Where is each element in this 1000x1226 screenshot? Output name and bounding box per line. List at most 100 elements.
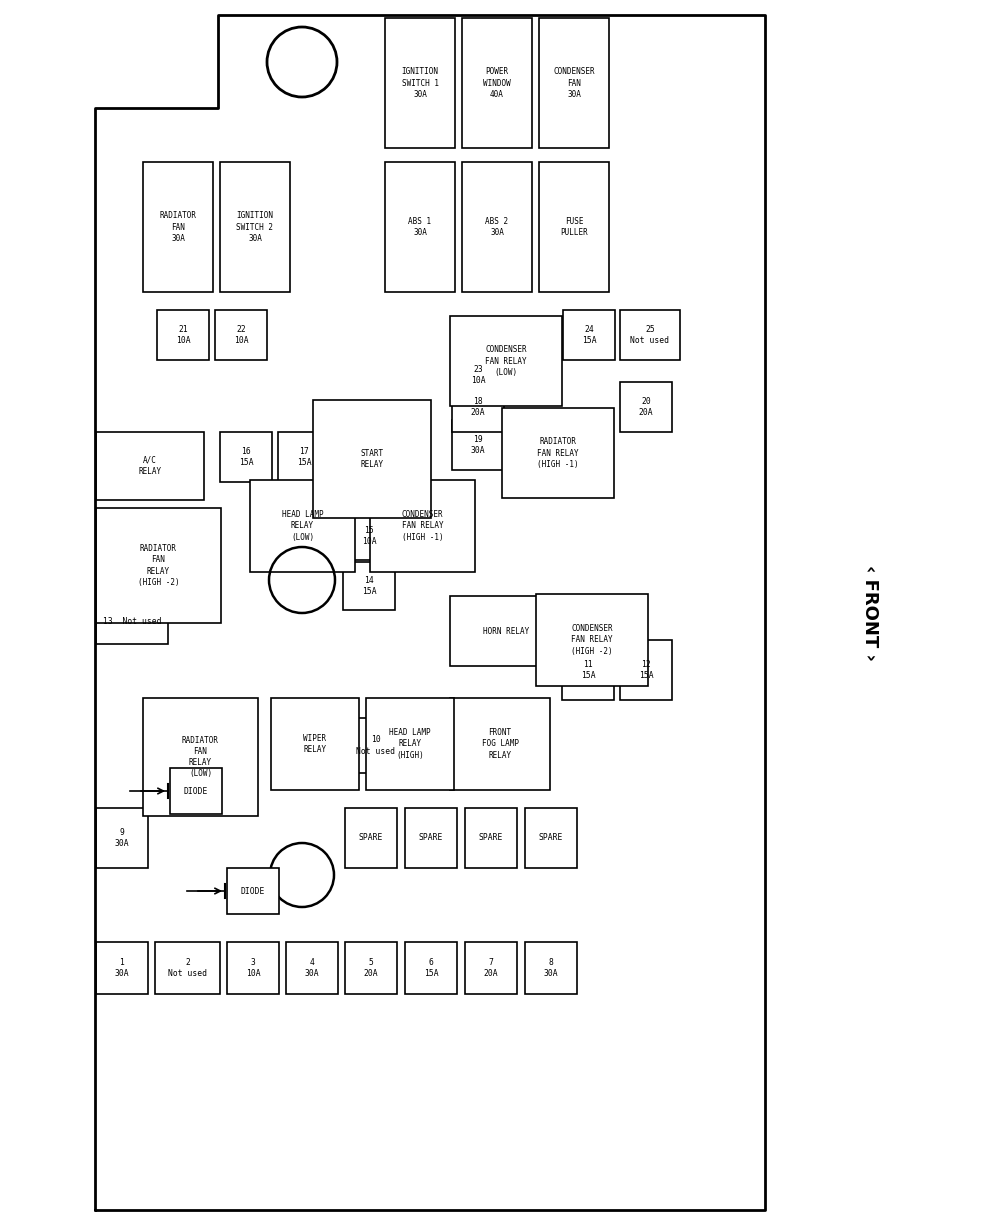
Bar	[96, 808, 148, 868]
Text: 1
30A: 1 30A	[115, 958, 129, 978]
Bar	[385, 162, 455, 292]
Text: START
RELAY: START RELAY	[360, 449, 384, 470]
Bar	[220, 432, 272, 482]
Bar	[96, 508, 221, 623]
Text: 25
Not used: 25 Not used	[631, 325, 670, 345]
Text: RADIATOR
FAN
RELAY
(HIGH -2): RADIATOR FAN RELAY (HIGH -2)	[138, 544, 179, 587]
Bar	[462, 162, 532, 292]
Text: 17
15A: 17 15A	[297, 447, 311, 467]
Bar	[539, 18, 609, 148]
Bar	[227, 868, 279, 915]
Text: 19
30A: 19 30A	[471, 435, 485, 455]
Text: 22
10A: 22 10A	[234, 325, 248, 345]
Text: 4
30A: 4 30A	[305, 958, 319, 978]
Text: A/C
RELAY: A/C RELAY	[138, 456, 162, 476]
Text: 2
Not used: 2 Not used	[168, 958, 207, 978]
Text: DIODE: DIODE	[241, 886, 265, 895]
Text: 20
20A: 20 20A	[639, 397, 653, 417]
Bar	[155, 942, 220, 994]
Bar	[450, 596, 562, 666]
Bar	[170, 767, 222, 814]
Bar	[313, 400, 431, 519]
Text: HORN RELAY: HORN RELAY	[483, 626, 529, 635]
Bar	[539, 162, 609, 292]
Text: 16
15A: 16 15A	[239, 447, 253, 467]
Bar	[452, 421, 504, 470]
Bar	[370, 481, 475, 573]
Text: 7
20A: 7 20A	[484, 958, 498, 978]
Text: ‹ FRONT ›: ‹ FRONT ›	[861, 565, 879, 661]
Text: 21
10A: 21 10A	[176, 325, 190, 345]
Text: RADIATOR
FAN
30A: RADIATOR FAN 30A	[160, 211, 196, 243]
Text: IGNITION
SWITCH 1
30A: IGNITION SWITCH 1 30A	[402, 67, 438, 98]
Text: RADIATOR
FAN RELAY
(HIGH -1): RADIATOR FAN RELAY (HIGH -1)	[537, 438, 579, 468]
Bar	[96, 432, 204, 500]
Bar	[405, 942, 457, 994]
Text: SPARE: SPARE	[359, 834, 383, 842]
Bar	[220, 162, 290, 292]
Text: ABS 2
30A: ABS 2 30A	[485, 217, 509, 237]
Text: WIPER
RELAY: WIPER RELAY	[303, 734, 327, 754]
Bar	[215, 310, 267, 360]
Bar	[452, 349, 504, 400]
Bar	[143, 698, 258, 817]
Text: HEAD LAMP
RELAY
(HIGH): HEAD LAMP RELAY (HIGH)	[389, 728, 431, 760]
Text: DIODE: DIODE	[184, 787, 208, 796]
Bar	[452, 383, 504, 432]
Bar	[366, 698, 454, 790]
Bar	[250, 481, 355, 573]
Bar	[405, 808, 457, 868]
Bar	[450, 316, 562, 406]
Bar	[343, 718, 408, 774]
Text: 11
15A: 11 15A	[581, 660, 595, 680]
Text: CONDENSER
FAN RELAY
(LOW): CONDENSER FAN RELAY (LOW)	[485, 346, 527, 376]
Bar	[385, 18, 455, 148]
Text: CONDENSER
FAN
30A: CONDENSER FAN 30A	[553, 67, 595, 98]
Bar	[465, 808, 517, 868]
Text: 3
10A: 3 10A	[246, 958, 260, 978]
Bar	[620, 640, 672, 700]
Bar	[343, 562, 395, 611]
Bar	[286, 942, 338, 994]
Bar	[227, 942, 279, 994]
Bar	[620, 383, 672, 432]
Bar	[345, 808, 397, 868]
Text: 12
15A: 12 15A	[639, 660, 653, 680]
Bar	[502, 408, 614, 498]
Text: 9
30A: 9 30A	[115, 828, 129, 848]
Bar	[620, 310, 680, 360]
Text: 24
15A: 24 15A	[582, 325, 596, 345]
Bar	[278, 432, 330, 482]
Text: SPARE: SPARE	[419, 834, 443, 842]
Text: 14
15A: 14 15A	[362, 576, 376, 596]
Bar	[525, 942, 577, 994]
Bar	[536, 595, 648, 687]
Text: CONDENSER
FAN RELAY
(HIGH -2): CONDENSER FAN RELAY (HIGH -2)	[571, 624, 613, 656]
Bar	[465, 942, 517, 994]
Text: POWER
WINDOW
40A: POWER WINDOW 40A	[483, 67, 511, 98]
Bar	[562, 640, 614, 700]
Text: FRONT
FOG LAMP
RELAY: FRONT FOG LAMP RELAY	[482, 728, 518, 760]
Bar	[462, 18, 532, 148]
Bar	[157, 310, 209, 360]
Bar	[143, 162, 213, 292]
Text: ABS 1
30A: ABS 1 30A	[408, 217, 432, 237]
Text: SPARE: SPARE	[539, 834, 563, 842]
Bar	[343, 512, 395, 560]
Bar	[525, 808, 577, 868]
Text: 18
20A: 18 20A	[471, 397, 485, 417]
Text: CONDENSER
FAN RELAY
(HIGH -1): CONDENSER FAN RELAY (HIGH -1)	[402, 510, 443, 542]
Text: SPARE: SPARE	[479, 834, 503, 842]
Text: RADIATOR
FAN
RELAY
(LOW): RADIATOR FAN RELAY (LOW)	[182, 736, 219, 779]
Text: 23
10A: 23 10A	[471, 365, 485, 385]
Bar	[450, 698, 550, 790]
Text: 8
30A: 8 30A	[544, 958, 558, 978]
Bar	[345, 942, 397, 994]
Text: HEAD LAMP
RELAY
(LOW): HEAD LAMP RELAY (LOW)	[282, 510, 323, 542]
Text: IGNITION
SWITCH 2
30A: IGNITION SWITCH 2 30A	[237, 211, 274, 243]
Bar	[563, 310, 615, 360]
Text: FUSE
PULLER: FUSE PULLER	[560, 217, 588, 237]
Text: 10
Not used: 10 Not used	[356, 736, 395, 755]
Bar	[271, 698, 359, 790]
Bar	[96, 942, 148, 994]
